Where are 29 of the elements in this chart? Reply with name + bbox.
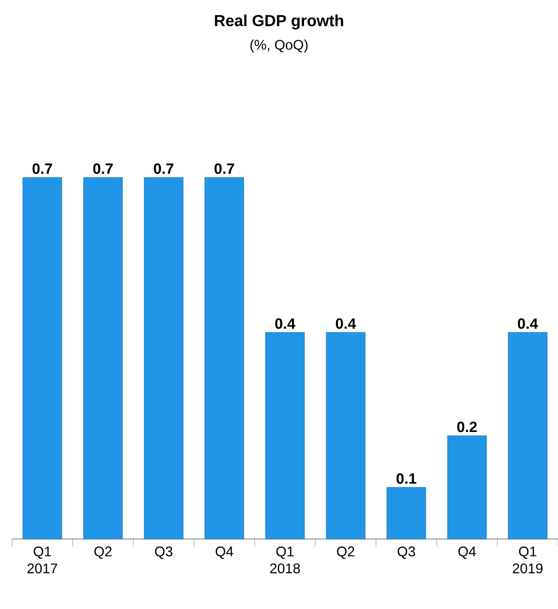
x-tick-label: Q3 (155, 546, 172, 559)
x-tick-label: Q2 (337, 546, 354, 559)
x-tick-label: Q1 2018 (270, 546, 300, 574)
data-label: 0.4 (275, 318, 296, 329)
data-label: 0.1 (396, 473, 416, 484)
data-label: 0.7 (154, 163, 174, 174)
bar (83, 177, 123, 540)
chart-subtitle: (%, QoQ) (250, 39, 308, 52)
x-tick-label: Q4 (458, 546, 476, 559)
bar (447, 436, 487, 540)
bar (265, 332, 305, 540)
x-tick-label: Q2 (94, 546, 112, 559)
data-label: 0.2 (457, 422, 477, 432)
data-label: 0.4 (336, 318, 356, 329)
data-label: 0.7 (93, 163, 113, 174)
chart-title: Real GDP growth (214, 14, 344, 30)
bar (144, 177, 184, 540)
x-tick-label: Q4 (216, 546, 234, 559)
x-tick-label: Q1 2019 (512, 546, 543, 574)
bar (326, 332, 366, 540)
bar (22, 177, 62, 540)
bar (386, 487, 426, 540)
data-label: 0.4 (518, 318, 538, 329)
data-label: 0.7 (32, 163, 52, 174)
data-label: 0.7 (214, 163, 234, 174)
bar (508, 332, 548, 540)
x-tick-label: Q3 (398, 546, 416, 559)
x-tick-label: Q1 2017 (28, 546, 58, 574)
bar (204, 177, 244, 540)
